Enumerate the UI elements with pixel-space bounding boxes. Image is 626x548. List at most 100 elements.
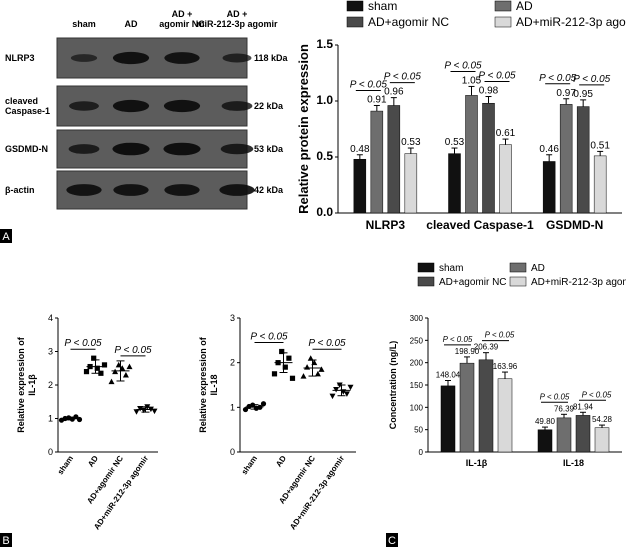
data-point xyxy=(286,355,292,361)
significance-label: P < 0.05 xyxy=(485,331,515,340)
protein-band xyxy=(69,101,99,111)
bar xyxy=(459,362,475,453)
bar xyxy=(537,429,553,453)
bar xyxy=(497,378,513,453)
data-label: 54.28 xyxy=(592,415,613,424)
data-label: 0.46 xyxy=(539,144,559,155)
y-tick-label: 2 xyxy=(230,358,235,368)
bar xyxy=(575,415,591,453)
bar xyxy=(593,155,607,214)
protein-band xyxy=(68,144,100,154)
category-label: IL-1β xyxy=(466,458,488,468)
y-tick-label: 100 xyxy=(410,403,424,412)
category-label: AD xyxy=(274,454,288,469)
protein-expression-bar-chart: 0.0 0.5 1.0 1.5 Relative protein expression 0… xyxy=(296,0,626,232)
category-label: sham xyxy=(56,454,75,476)
y-tick-label: 2 xyxy=(48,380,53,390)
lane-label: AD + agomir NC xyxy=(159,9,205,29)
panel-label-c: C xyxy=(386,533,398,547)
protein-label: GSDMD-N xyxy=(5,144,48,154)
significance-label: P < 0.05 xyxy=(573,74,611,85)
bar xyxy=(594,427,610,453)
bar xyxy=(370,110,384,214)
y-tick-label: 4 xyxy=(48,313,53,323)
lane-label: sham xyxy=(72,19,96,29)
bar xyxy=(440,385,456,453)
significance-label: P < 0.05 xyxy=(250,332,288,343)
bar xyxy=(353,158,367,214)
data-point xyxy=(343,391,350,397)
significance-label: P < 0.05 xyxy=(350,79,388,90)
category-label: AD+miR-212-3p agomir xyxy=(288,454,346,531)
category-label: AD xyxy=(86,454,100,469)
data-point xyxy=(137,405,144,412)
data-label: 76.39 xyxy=(554,404,575,413)
category-label: cleaved Caspase-1 xyxy=(426,218,534,232)
y-tick-label: 300 xyxy=(410,314,424,323)
kda-label: 22 kDa xyxy=(254,101,284,111)
bar xyxy=(542,161,556,214)
category-label: NLRP3 xyxy=(366,218,406,232)
data-label: 81.94 xyxy=(573,402,594,411)
category-label: IL-18 xyxy=(563,458,584,468)
panel-label-b: B xyxy=(0,533,12,547)
data-point xyxy=(333,386,340,393)
data-point xyxy=(304,364,311,370)
bar xyxy=(478,359,494,453)
protein-label: NLRP3 xyxy=(5,53,35,63)
data-point xyxy=(83,369,90,375)
y-tick-label: 200 xyxy=(410,359,424,368)
significance-label: P < 0.05 xyxy=(114,345,152,356)
data-point xyxy=(300,373,307,379)
category-label: sham xyxy=(240,454,259,476)
legend-label: AD+agomir NC xyxy=(368,15,449,29)
data-point xyxy=(151,408,158,415)
data-label: 0.91 xyxy=(367,94,387,105)
data-point xyxy=(122,371,129,378)
y-tick-label: 1 xyxy=(48,414,53,424)
protein-band xyxy=(164,52,200,64)
data-label: 49.80 xyxy=(535,417,556,426)
data-label: 1.05 xyxy=(462,75,482,86)
protein-band xyxy=(164,184,200,196)
data-label: 163.96 xyxy=(493,362,518,371)
data-point xyxy=(260,401,267,407)
y-tick-label: 0 xyxy=(230,447,235,457)
legend-label: AD+miR-212-3p agomir xyxy=(531,277,626,288)
bar xyxy=(556,417,572,453)
protein-band xyxy=(70,54,98,62)
legend-swatch xyxy=(494,0,512,12)
y-axis-label: Relative protein expression xyxy=(296,44,311,214)
legend-swatch xyxy=(509,276,527,287)
protein-band xyxy=(163,99,201,113)
bar xyxy=(404,153,418,214)
data-point xyxy=(289,375,296,381)
data-label: 198.90 xyxy=(455,347,480,356)
data-label: 0.53 xyxy=(401,137,421,148)
protein-band xyxy=(163,142,201,156)
significance-label: P < 0.05 xyxy=(64,338,102,349)
bar xyxy=(559,104,573,214)
data-label: 0.61 xyxy=(496,128,516,139)
y-tick-label: 3 xyxy=(48,347,53,357)
protein-band xyxy=(112,142,150,156)
legend-label: AD xyxy=(531,263,545,274)
legend-swatch xyxy=(417,276,435,287)
blot-strip xyxy=(56,170,248,210)
legend-swatch xyxy=(346,16,364,28)
data-point xyxy=(101,362,108,368)
y-tick-label: 0.5 xyxy=(316,149,333,163)
significance-label: P < 0.05 xyxy=(443,335,473,344)
y-tick-label: 0.0 xyxy=(316,205,333,219)
protein-band xyxy=(113,184,149,196)
il18-scatter-chart: 0 1 2 3 Relative expression ofIL-18 sham ADAD+… xyxy=(198,313,356,531)
bar xyxy=(576,106,590,214)
bar xyxy=(448,153,461,214)
legend-label: sham xyxy=(439,263,463,274)
panel-label-a-text: A xyxy=(2,231,10,243)
y-tick-label: 3 xyxy=(230,313,235,323)
data-point xyxy=(242,406,249,413)
data-label: 0.98 xyxy=(479,86,499,97)
